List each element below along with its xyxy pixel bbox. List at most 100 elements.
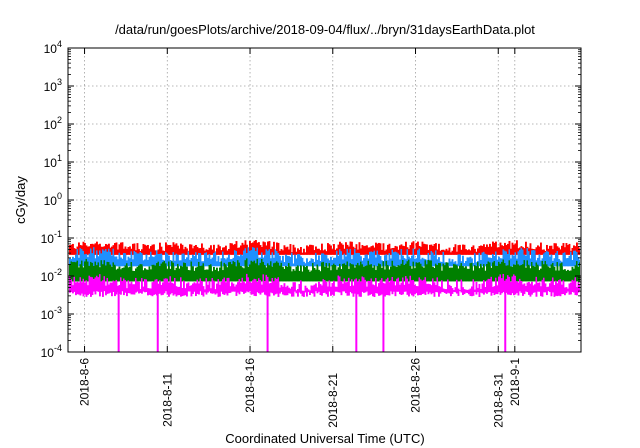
series-0-bar (142, 244, 145, 255)
y-tick-label: 10-3 (41, 305, 62, 322)
series-1-bar (432, 252, 434, 267)
series-0-bar (190, 244, 193, 255)
series-2-bar (487, 261, 490, 282)
series-1-bar (285, 254, 287, 267)
series-3-bar (556, 283, 559, 297)
series-3-bar (408, 283, 410, 297)
series-2-bar (243, 268, 245, 282)
series-0-bar (379, 243, 382, 255)
series-0-bar (120, 242, 122, 255)
series-0-bar (427, 249, 430, 255)
series-0-bar (114, 243, 116, 255)
series-1-bar (256, 247, 259, 267)
series-3-bar (346, 281, 349, 296)
series-3-bar (355, 278, 358, 293)
series-1-bar (519, 249, 521, 267)
series-2-bar (88, 265, 91, 282)
series-0-bar (357, 249, 359, 255)
dropout-spike (266, 287, 269, 352)
series-2-bar (525, 267, 527, 282)
series-0-bar (213, 244, 215, 255)
series-0-bar (490, 246, 493, 255)
series-0-bar (429, 244, 431, 255)
series-1-bar (462, 255, 464, 267)
series-3-bar (385, 279, 388, 296)
series-0-bar (385, 249, 388, 255)
series-3-bar (462, 287, 464, 295)
series-1-bar (540, 260, 542, 267)
series-2-bar (514, 264, 517, 282)
series-2-bar (232, 261, 235, 282)
series-0-bar (184, 246, 187, 255)
series-3-bar (181, 288, 184, 297)
series-1-bar (528, 251, 530, 267)
series-3-bar (387, 277, 389, 296)
series-0-bar (453, 247, 455, 255)
series-3-bar (186, 283, 188, 297)
series-3-bar (273, 281, 275, 296)
series-2-bar (438, 263, 440, 282)
series-0-bar (484, 247, 487, 255)
series-3-bar (439, 286, 442, 294)
series-3-bar (244, 283, 247, 293)
series-1-bar (298, 254, 301, 267)
series-0-bar (555, 243, 557, 255)
series-1-bar (478, 252, 481, 267)
series-2-bar (451, 267, 454, 282)
series-3-bar (496, 285, 499, 295)
series-0-bar (420, 246, 422, 255)
series-0-bar (396, 246, 398, 255)
series-0-bar (163, 250, 166, 255)
series-2-bar (405, 263, 407, 282)
series-2-bar (79, 264, 82, 282)
series-1-bar (564, 252, 566, 267)
series-0-bar (310, 244, 313, 255)
series-0-bar (306, 245, 308, 255)
series-1-bar (174, 260, 176, 267)
series-0-bar (387, 244, 389, 255)
series-1-bar (156, 250, 158, 267)
series-0-bar (481, 245, 484, 255)
series-2-bar (303, 265, 305, 282)
series-3-bar (391, 277, 394, 295)
series-1-bar (186, 257, 188, 267)
series-3-bar (399, 284, 401, 295)
series-2-bar (193, 270, 196, 282)
series-2-bar (493, 261, 496, 282)
series-0-bar (129, 246, 131, 255)
series-3-bar (168, 282, 170, 297)
series-0-bar (367, 247, 370, 255)
series-1-bar (258, 257, 260, 267)
series-2-bar (292, 269, 295, 282)
series-0-bar (496, 247, 499, 255)
series-0-bar (355, 244, 358, 255)
series-2-bar (93, 265, 95, 282)
series-2-bar (150, 269, 152, 282)
series-1-bar (214, 251, 217, 267)
series-3-bar (532, 285, 535, 293)
series-0-bar (574, 246, 577, 255)
series-0-bar (255, 240, 257, 255)
series-2-bar (94, 261, 97, 282)
series-0-bar (505, 245, 508, 255)
series-0-bar (495, 241, 497, 255)
series-3-bar (333, 280, 335, 296)
series-1-bar (379, 256, 382, 267)
series-2-bar (148, 266, 151, 282)
series-1-bar (244, 248, 247, 267)
series-3-bar (142, 286, 145, 292)
series-2-bar (310, 270, 313, 282)
series-2-bar (189, 270, 191, 282)
series-1-bar (369, 251, 371, 267)
chart-title: /data/run/goesPlots/archive/2018-09-04/f… (115, 22, 535, 37)
series-0-bar (261, 246, 263, 255)
series-0-bar (223, 247, 226, 255)
series-0-bar (334, 249, 337, 255)
series-1-bar (409, 258, 412, 267)
series-3-bar (259, 279, 262, 295)
series-3-bar (312, 285, 314, 294)
series-3-bar (183, 280, 185, 296)
series-1-bar (276, 251, 278, 267)
series-2-bar (288, 263, 290, 282)
series-3-bar (282, 286, 284, 295)
